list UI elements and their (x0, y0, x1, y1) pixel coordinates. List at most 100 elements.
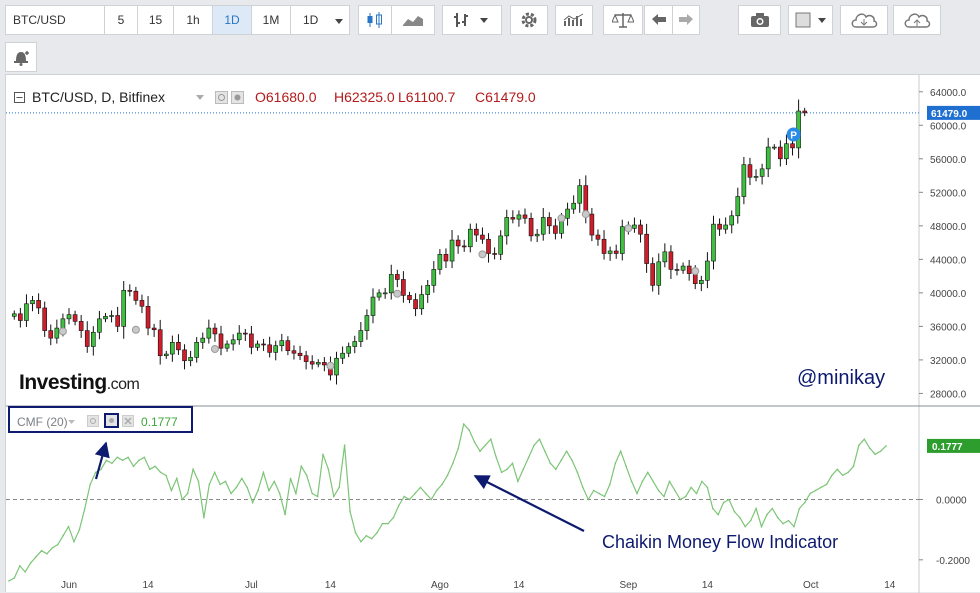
cmf-point (305, 474, 308, 477)
p-marker-label: P (790, 130, 797, 141)
visibility-icon[interactable] (215, 91, 228, 104)
interval-1d[interactable]: 1D (212, 5, 252, 35)
price-tick-label: 60000.0 (930, 121, 967, 132)
area-chart-button[interactable] (391, 5, 435, 35)
candle-body (340, 352, 345, 359)
cmf-point (40, 549, 43, 552)
cmf-point (67, 525, 70, 528)
indicator-legend[interactable]: CMF (20) 0.1777 (8, 406, 193, 433)
x-tick-label: 14 (513, 580, 525, 591)
candle-body (145, 305, 151, 329)
cmf-point (771, 507, 774, 510)
cmf-point (733, 510, 736, 513)
interval-dropdown[interactable]: 1D (290, 5, 350, 35)
price-tick-label: 48000.0 (930, 222, 967, 233)
candle-body (613, 250, 619, 254)
candle-body (315, 362, 321, 365)
price-chart[interactable]: 64000.0 60000.0 56000.0 52000.0 48000.0 44000… (6, 75, 980, 593)
candle-body (48, 330, 54, 339)
cmf-point (100, 468, 102, 471)
interval-1m[interactable]: 1M (251, 5, 291, 35)
event-marker (131, 325, 140, 334)
candles-button[interactable] (358, 5, 392, 35)
color-swatch-icon (795, 12, 826, 28)
cmf-point (300, 465, 303, 468)
candle-body (249, 333, 254, 348)
candle-body (747, 164, 753, 178)
candle-body (18, 313, 23, 321)
cmf-point (224, 480, 227, 483)
settings-icon[interactable] (231, 91, 244, 104)
cmf-point (636, 492, 638, 495)
candle-body (139, 300, 145, 307)
cmf-point (739, 516, 741, 519)
candle-body (151, 327, 157, 331)
candle-body (540, 217, 546, 235)
candle-body (273, 345, 279, 353)
chevron-down-icon[interactable] (196, 95, 204, 100)
candle-body (206, 327, 212, 339)
interval-15[interactable]: 15 (137, 5, 174, 35)
cmf-point (641, 480, 644, 483)
candle-body (680, 265, 686, 271)
cmf-point (879, 450, 882, 453)
candle-body (723, 224, 728, 230)
cmf-point (78, 528, 81, 531)
candle-body (619, 226, 625, 254)
cmf-point (814, 489, 817, 492)
cmf-point (495, 456, 498, 459)
cmf-point (295, 492, 297, 495)
indicator-settings-highlight[interactable] (104, 413, 119, 428)
symbol-input[interactable]: BTC/USD (5, 5, 105, 35)
redo-icon (679, 14, 693, 25)
cmf-point (392, 516, 395, 519)
cmf-line (8, 422, 887, 582)
interval-5[interactable]: 5 (104, 5, 138, 35)
redo-button[interactable] (672, 5, 700, 35)
indicators-button[interactable] (555, 5, 593, 35)
settings-button[interactable] (510, 5, 548, 35)
cmf-point (257, 489, 259, 492)
cmf-point (414, 492, 416, 495)
cmf-point (582, 486, 584, 489)
color-picker-button[interactable] (788, 5, 833, 35)
candle-body (297, 352, 303, 357)
bars-button[interactable] (442, 5, 502, 35)
candle-body (784, 143, 789, 160)
cmf-point (376, 531, 378, 534)
compare-button[interactable] (603, 5, 643, 35)
cmf-point (262, 471, 265, 474)
candle-body (449, 239, 455, 262)
undo-button[interactable] (644, 5, 673, 35)
cmf-point (408, 498, 411, 501)
cmf-point (105, 459, 108, 462)
cloud-upload-button[interactable] (893, 5, 941, 35)
candle-body (711, 223, 716, 262)
cmf-point (825, 483, 828, 486)
alert-button[interactable] (5, 42, 37, 72)
candle-body (650, 263, 655, 286)
candle-body (157, 329, 163, 357)
cmf-point (89, 483, 92, 486)
indicator-value: 0.1777 (141, 415, 178, 429)
interval-1h[interactable]: 1h (173, 5, 213, 35)
candle-body (309, 361, 315, 365)
candle-body (72, 314, 78, 322)
visibility-icon[interactable] (87, 415, 99, 427)
cmf-value-label: 0.1777 (932, 442, 963, 453)
chart-area[interactable]: 64000.0 60000.0 56000.0 52000.0 48000.0 44000… (5, 74, 980, 593)
cloud-download-button[interactable] (840, 5, 888, 35)
x-tick-label: 14 (325, 580, 337, 591)
collapse-icon[interactable] (14, 92, 25, 103)
logo-main: Investing (19, 371, 107, 394)
cmf-tick-label: -0.2000 (936, 556, 970, 567)
candle-body (255, 343, 260, 348)
cmf-point (370, 537, 373, 540)
screenshot-button[interactable] (738, 5, 781, 35)
chevron-down-icon[interactable] (68, 420, 75, 424)
close-icon[interactable] (122, 415, 134, 427)
cmf-point (349, 510, 351, 513)
cmf-point (446, 474, 449, 477)
cmf-point (625, 465, 627, 468)
cmf-point (511, 462, 514, 465)
